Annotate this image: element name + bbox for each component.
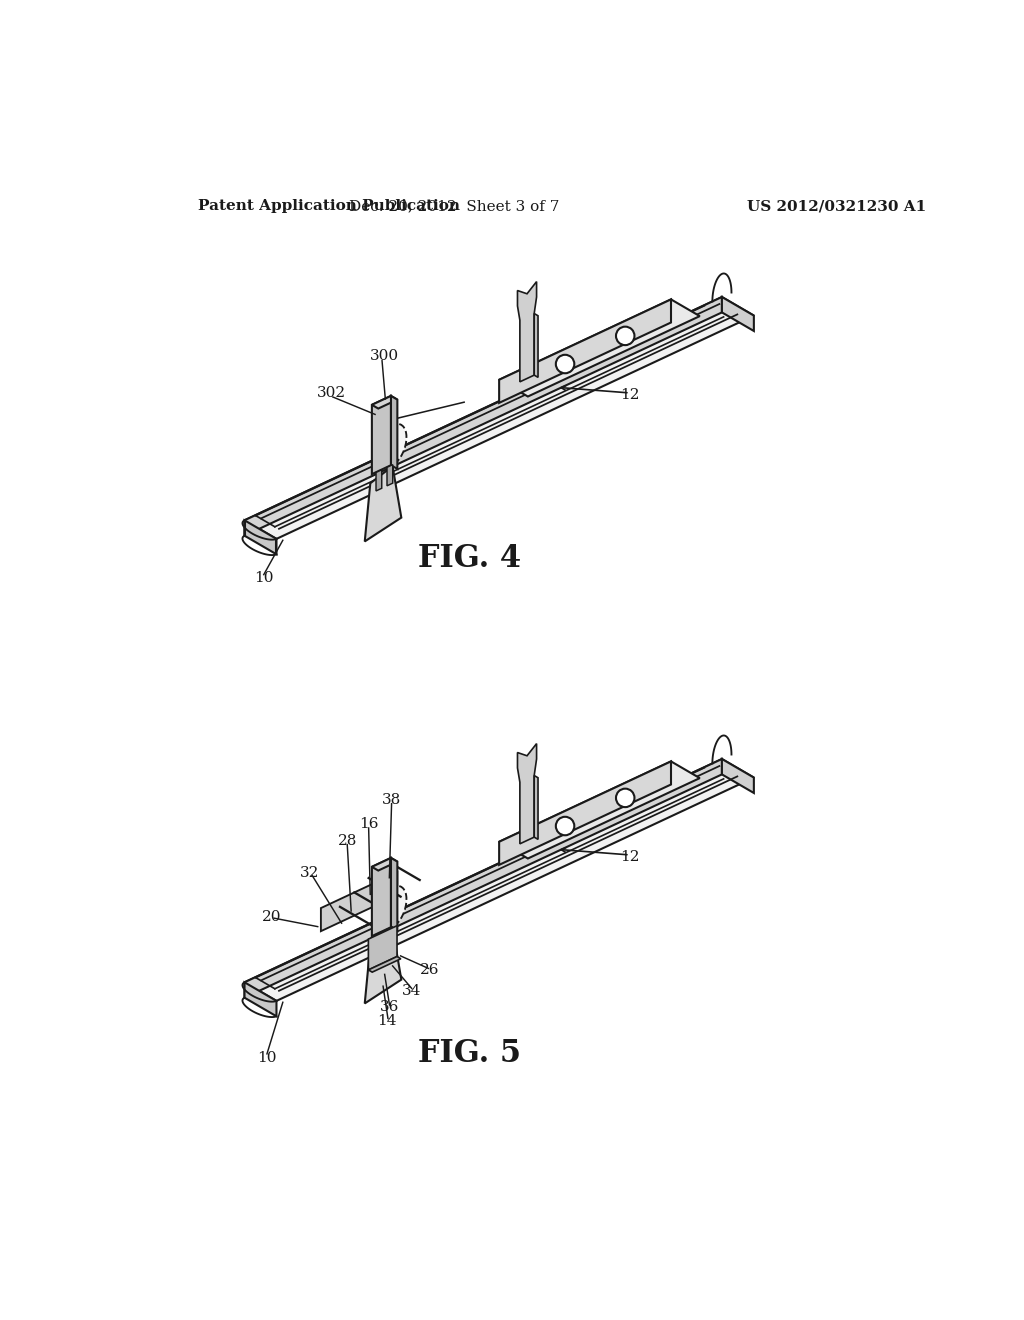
Text: Patent Application Publication: Patent Application Publication	[199, 199, 461, 213]
Polygon shape	[535, 314, 538, 378]
Polygon shape	[372, 396, 397, 409]
Polygon shape	[387, 927, 393, 948]
Text: 10: 10	[257, 1051, 276, 1065]
Text: 28: 28	[338, 834, 357, 847]
Text: 12: 12	[620, 850, 640, 865]
Text: 36: 36	[380, 1001, 399, 1014]
Ellipse shape	[616, 788, 635, 807]
Polygon shape	[376, 932, 382, 953]
Polygon shape	[245, 520, 276, 554]
Text: FIG. 5: FIG. 5	[418, 1038, 520, 1069]
Ellipse shape	[616, 326, 635, 345]
Text: 302: 302	[316, 387, 346, 400]
Text: 20: 20	[262, 909, 282, 924]
Polygon shape	[245, 759, 722, 998]
Text: 38: 38	[382, 793, 401, 807]
Polygon shape	[535, 776, 538, 840]
Polygon shape	[245, 982, 276, 1016]
Polygon shape	[387, 465, 393, 486]
Text: US 2012/0321230 A1: US 2012/0321230 A1	[746, 199, 926, 213]
Polygon shape	[372, 858, 391, 936]
Polygon shape	[391, 396, 397, 469]
Polygon shape	[391, 858, 397, 931]
Polygon shape	[372, 858, 397, 871]
Ellipse shape	[379, 424, 407, 467]
Polygon shape	[245, 297, 754, 539]
Polygon shape	[499, 300, 699, 396]
Polygon shape	[245, 759, 754, 1001]
Polygon shape	[365, 466, 401, 541]
Text: 26: 26	[420, 962, 439, 977]
Polygon shape	[499, 300, 671, 403]
Polygon shape	[499, 762, 699, 858]
Text: 300: 300	[370, 348, 399, 363]
Polygon shape	[517, 281, 537, 381]
Text: 16: 16	[358, 817, 379, 832]
Ellipse shape	[379, 886, 407, 929]
Ellipse shape	[556, 355, 574, 374]
Text: 14: 14	[378, 1014, 397, 1028]
Text: 12: 12	[620, 388, 640, 403]
Polygon shape	[517, 743, 537, 843]
Polygon shape	[369, 925, 397, 970]
Ellipse shape	[556, 817, 574, 836]
Polygon shape	[499, 762, 671, 865]
Text: Dec. 20, 2012  Sheet 3 of 7: Dec. 20, 2012 Sheet 3 of 7	[349, 199, 559, 213]
Polygon shape	[365, 928, 401, 1003]
Polygon shape	[376, 470, 382, 491]
Text: 32: 32	[300, 866, 319, 880]
Text: FIG. 4: FIG. 4	[418, 544, 520, 574]
Polygon shape	[722, 297, 754, 331]
Polygon shape	[372, 396, 391, 474]
Polygon shape	[245, 297, 722, 536]
Polygon shape	[722, 759, 754, 793]
Polygon shape	[369, 957, 400, 972]
Text: 34: 34	[402, 983, 421, 998]
Text: 10: 10	[254, 572, 273, 586]
Polygon shape	[321, 873, 397, 931]
